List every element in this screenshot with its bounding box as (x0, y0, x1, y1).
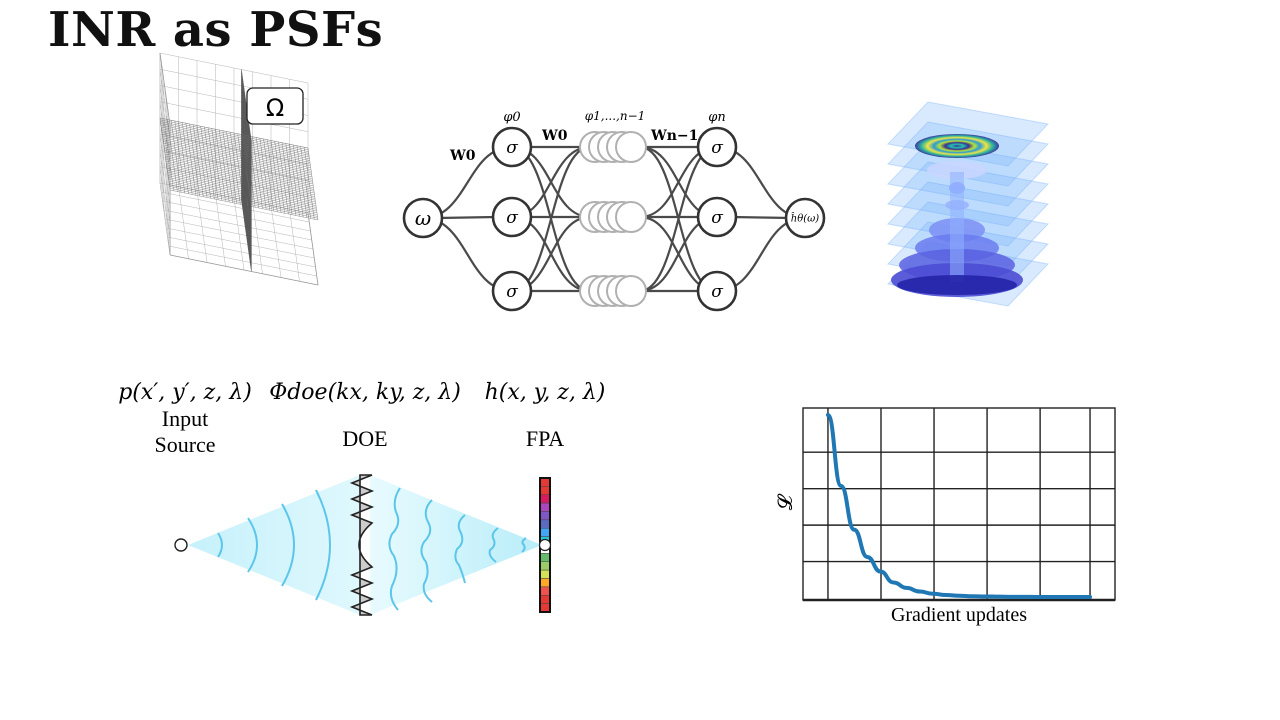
omega-label: Ω (266, 94, 284, 122)
layer-last-neuron-label: σ (711, 208, 723, 228)
weight-label-wn1: Wn−1 (650, 128, 698, 144)
detector-pixel (539, 519, 551, 529)
weight-label-w0-left: W0 (449, 148, 476, 164)
weight-label-w0-mid: W0 (541, 128, 568, 144)
layer-label-middle: φ1,...,n−1 (585, 109, 646, 123)
fpa-label-group: h(x, y, z, λ) FPA (470, 380, 620, 452)
y-axis-label: 𝓛 (773, 493, 797, 510)
detector-pixel (539, 511, 551, 521)
diverging-beam (188, 475, 360, 615)
layer-first-neuron-label: σ (506, 208, 518, 228)
source-name-line2: Source (154, 432, 216, 457)
domain-label-box: Ω (246, 87, 304, 125)
domain-grid-3d: Ω (159, 52, 319, 286)
focal-point (538, 538, 552, 552)
layer-last-neuron (696, 270, 738, 312)
layer-last-neuron-label: σ (711, 138, 723, 158)
layer-label-last: φn (708, 110, 725, 125)
psf-plane (887, 161, 1049, 227)
fpa-expression: h(x, y, z, λ) (484, 380, 606, 405)
detector-pixel (539, 595, 551, 604)
hidden-stack-neuron (615, 201, 647, 233)
point-source (174, 538, 188, 552)
detector-pixel (539, 553, 551, 562)
doe-expression: Φdoe(kx, ky, z, λ) (269, 380, 461, 405)
input-node (402, 197, 444, 239)
wavefronts-right (388, 487, 527, 611)
layer-last-neuron-label: σ (711, 282, 723, 302)
psf-lobe (927, 161, 987, 179)
source-expression: p(x′, y′, z, λ) (118, 380, 252, 405)
loss-chart: Gradient updates 𝓛 (773, 407, 1116, 626)
detector-pixel (539, 502, 551, 512)
layer-first-neuron (491, 196, 533, 238)
psf-base (897, 275, 1017, 295)
detector-pixel (539, 494, 551, 504)
slide-title: INR as PSFs (48, 2, 384, 58)
output-node (784, 197, 826, 239)
detector-pixel (539, 528, 551, 537)
doe-name: DOE (342, 426, 388, 451)
psf-top-ring (915, 134, 999, 158)
input-node-label: ω (415, 206, 431, 230)
doe-element (349, 474, 375, 616)
loss-curve (825, 413, 1093, 599)
layer-first-neuron (491, 126, 533, 168)
doe-label-group: Φdoe(kx, ky, z, λ) DOE (265, 380, 465, 452)
fpa-name: FPA (525, 426, 565, 451)
layer-first-neuron (491, 270, 533, 312)
focal-plane-array (538, 477, 552, 613)
network-diagram: ω σ σ σ σ σ σ ĥθ(ω) φ0 φ1,...,n−1 φn W0 W0 Wn−1 (402, 109, 826, 312)
layer-first-neuron-label: σ (506, 138, 518, 158)
hidden-stack-neuron (615, 131, 647, 163)
source-name-line1: Input (161, 406, 209, 431)
psf-volume-3d (887, 101, 1049, 307)
output-node-label: ĥθ(ω) (791, 213, 820, 225)
layer-first-neuron-label: σ (506, 282, 518, 302)
converging-beam (370, 475, 542, 615)
detector-pixel (539, 561, 551, 571)
source-label-group: p(x′, y′, z, λ) Input Source (100, 380, 270, 458)
layer-last-neuron (696, 196, 738, 238)
detector-pixel (539, 586, 551, 596)
detector-pixel (539, 569, 551, 579)
detector-pixel (539, 603, 551, 613)
wavefronts-left (217, 489, 331, 601)
detector-pixel (539, 486, 551, 495)
layer-label-first: φ0 (503, 110, 520, 125)
layer-last-neuron (696, 126, 738, 168)
hidden-stack-neuron (615, 275, 647, 307)
detector-pixel (539, 477, 551, 487)
x-axis-label: Gradient updates (891, 604, 1027, 626)
optics-diagram (174, 474, 552, 616)
detector-pixel (539, 578, 551, 588)
